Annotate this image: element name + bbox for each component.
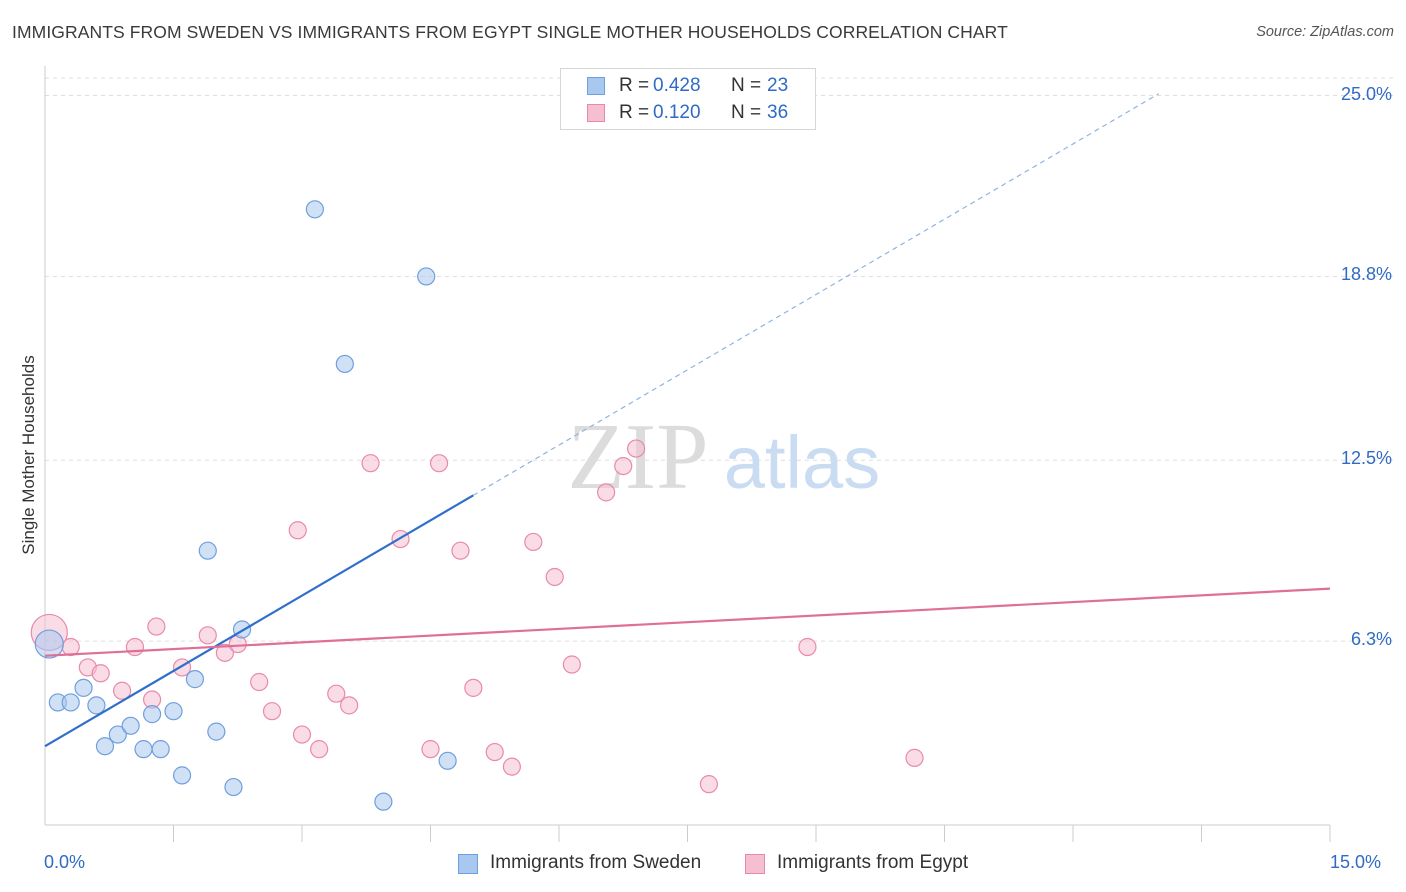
y-tick-label: 12.5% bbox=[1340, 448, 1392, 469]
y-tick-label: 25.0% bbox=[1340, 83, 1392, 104]
sweden-point bbox=[87, 696, 106, 715]
chart-source: Source: ZipAtlas.com bbox=[1256, 24, 1394, 40]
egypt-point bbox=[198, 626, 217, 645]
x-tick-label-min: 0.0% bbox=[44, 852, 86, 872]
egypt-point bbox=[147, 617, 166, 636]
egypt-point bbox=[112, 681, 132, 700]
egypt-point bbox=[502, 757, 521, 776]
egypt-point bbox=[485, 742, 504, 762]
watermark-atlas: atlas bbox=[724, 421, 880, 504]
trend-lines bbox=[44, 93, 1331, 748]
legend-r-label: R = bbox=[619, 75, 650, 96]
egypt-point bbox=[464, 678, 483, 697]
legend-n-label: N = bbox=[731, 75, 762, 96]
sweden-point bbox=[198, 541, 217, 560]
y-tick-label: 18.8% bbox=[1340, 264, 1392, 285]
legend-n-value-egypt: 36 bbox=[767, 102, 789, 123]
chart-title: IMMIGRANTS FROM SWEDEN VS IMMIGRANTS FRO… bbox=[12, 22, 1008, 42]
sweden-point bbox=[34, 629, 64, 659]
sweden-point bbox=[185, 670, 205, 689]
egypt-point bbox=[61, 637, 80, 657]
egypt-point bbox=[327, 684, 346, 703]
egypt-point bbox=[905, 748, 924, 767]
egypt-point bbox=[215, 643, 234, 662]
legend-swatch-sweden bbox=[587, 77, 605, 95]
egypt-point bbox=[626, 439, 646, 458]
egypt-point bbox=[421, 740, 440, 759]
axes bbox=[44, 66, 1331, 842]
sweden-point bbox=[61, 693, 80, 712]
sweden-point bbox=[121, 716, 140, 735]
gridlines bbox=[45, 77, 1393, 642]
sweden-point bbox=[172, 766, 192, 785]
egypt-point bbox=[361, 454, 380, 473]
sweden-point bbox=[142, 705, 162, 724]
egypt-point bbox=[524, 532, 543, 552]
y-tick-label: 6.3% bbox=[1350, 629, 1392, 650]
legend-swatch-egypt bbox=[587, 104, 605, 122]
legend-label-sweden: Immigrants from Sweden bbox=[490, 852, 702, 873]
sweden-point bbox=[151, 740, 170, 759]
data-points bbox=[30, 200, 924, 811]
sweden-point bbox=[95, 737, 115, 756]
legend-r-label: R = bbox=[619, 102, 650, 123]
stats-legend: R = 0.428 N = 23 R = 0.120 N = 36 bbox=[560, 68, 816, 130]
sweden-point bbox=[417, 267, 436, 286]
legend-swatch-egypt bbox=[745, 854, 765, 874]
legend-n-label: N = bbox=[731, 102, 762, 123]
egypt-point bbox=[310, 740, 329, 759]
sweden-point bbox=[134, 740, 153, 759]
sweden-trend-extension bbox=[473, 93, 1159, 496]
egypt-point bbox=[699, 775, 719, 794]
legend-swatch-sweden bbox=[458, 854, 478, 874]
sweden-point bbox=[438, 751, 457, 770]
egypt-trend-line bbox=[44, 587, 1331, 657]
egypt-point bbox=[91, 664, 110, 683]
sweden-point bbox=[207, 722, 226, 741]
egypt-point bbox=[451, 541, 470, 560]
legend-r-value-sweden: 0.428 bbox=[653, 75, 701, 96]
egypt-point bbox=[614, 456, 633, 476]
egypt-point bbox=[125, 637, 145, 657]
egypt-point bbox=[597, 483, 616, 502]
sweden-point bbox=[305, 200, 324, 219]
egypt-point bbox=[545, 567, 564, 587]
sweden-point bbox=[335, 354, 354, 374]
sweden-trend-line bbox=[44, 494, 474, 748]
egypt-point bbox=[250, 672, 269, 692]
legend-label-egypt: Immigrants from Egypt bbox=[777, 852, 969, 873]
egypt-point bbox=[262, 702, 282, 721]
egypt-point bbox=[288, 521, 307, 540]
egypt-point bbox=[798, 637, 817, 657]
egypt-point bbox=[340, 696, 359, 715]
sweden-point bbox=[108, 725, 127, 744]
sweden-point bbox=[224, 777, 243, 797]
sweden-point bbox=[374, 792, 393, 811]
sweden-point bbox=[74, 678, 93, 697]
x-tick-label-max: 15.0% bbox=[1330, 852, 1382, 872]
egypt-point bbox=[562, 655, 581, 674]
legend-n-value-sweden: 23 bbox=[767, 75, 789, 96]
sweden-point bbox=[164, 702, 183, 721]
egypt-point bbox=[292, 725, 312, 744]
egypt-point bbox=[429, 454, 449, 473]
legend-r-value-egypt: 0.120 bbox=[653, 102, 701, 123]
